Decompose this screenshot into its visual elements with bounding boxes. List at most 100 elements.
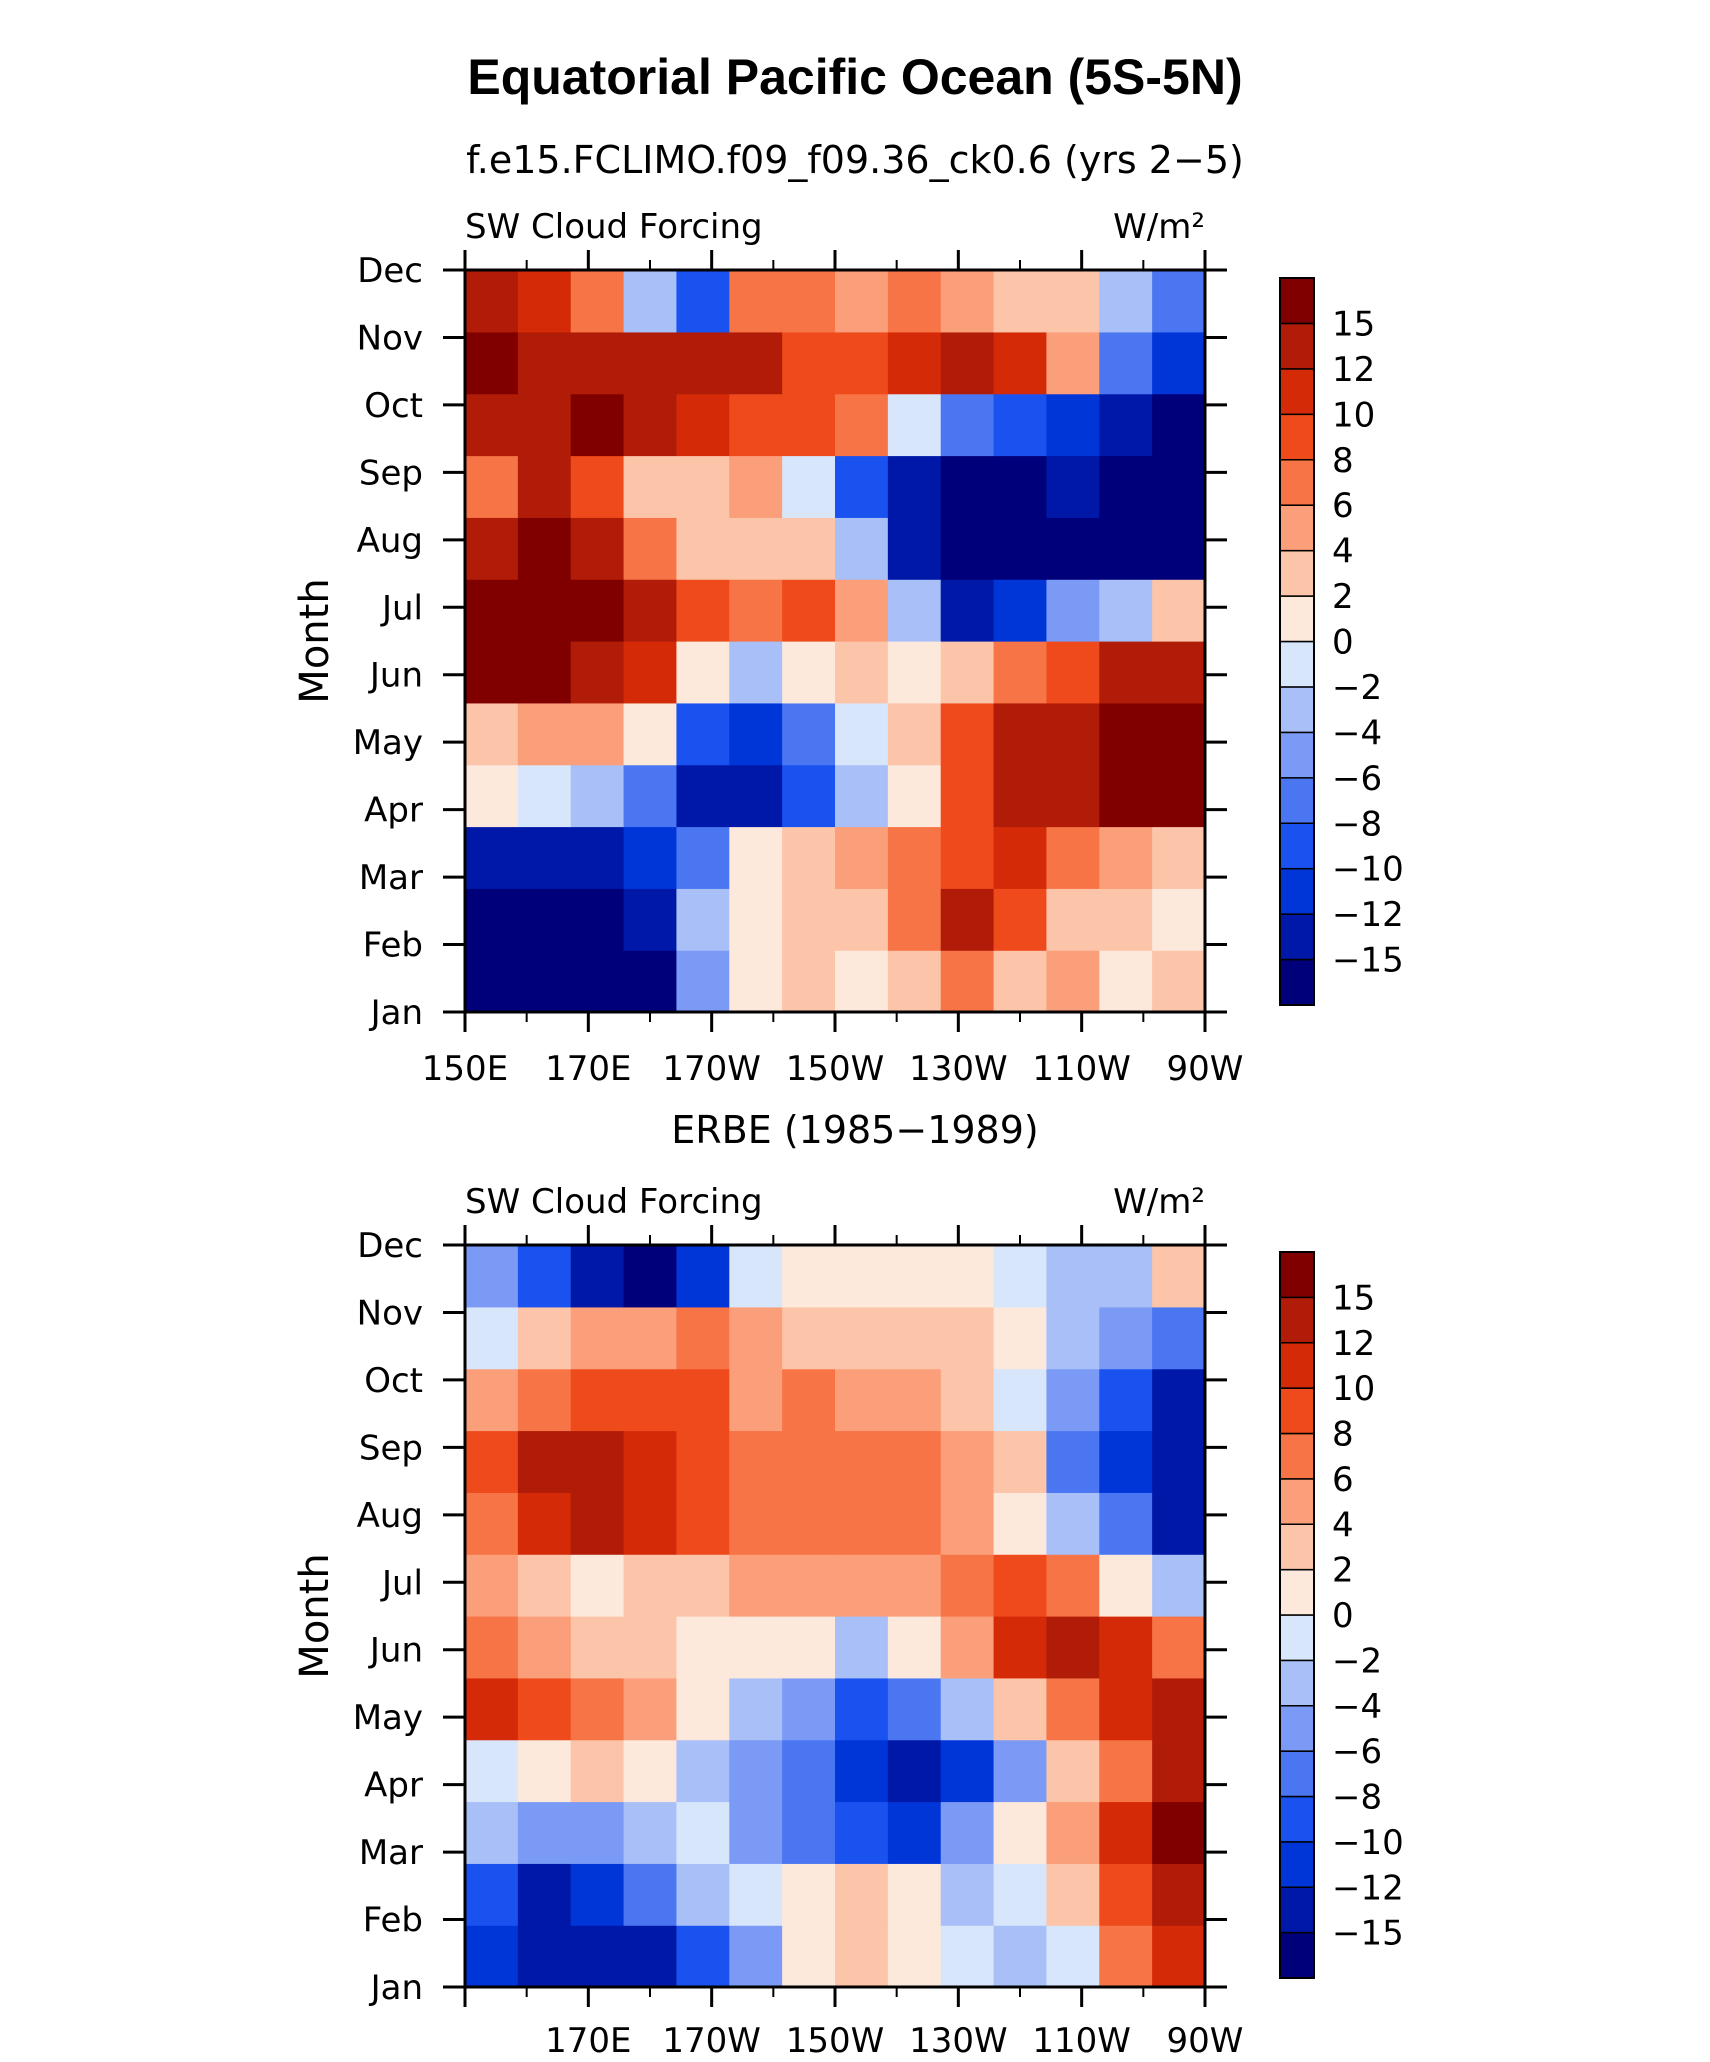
heatmap-cell xyxy=(465,1245,519,1308)
heatmap-cell xyxy=(940,1616,995,1679)
heatmap-cell xyxy=(729,641,783,704)
colorbar-label: −2 xyxy=(1332,1641,1382,1681)
heatmap-cell xyxy=(1099,888,1153,951)
heatmap-cell xyxy=(676,1801,730,1864)
x-tick-label: 130W xyxy=(909,1049,1008,1089)
heatmap-cell xyxy=(782,826,836,889)
heatmap-cell xyxy=(465,826,519,889)
heatmap-cell xyxy=(676,1616,730,1679)
colorbar-box xyxy=(1279,731,1315,779)
heatmap-cell xyxy=(887,702,942,766)
heatmap-cell xyxy=(940,764,995,828)
heatmap-cell xyxy=(729,1739,783,1803)
heatmap-cell xyxy=(1046,455,1100,518)
heatmap-cell xyxy=(623,950,678,1013)
heatmap-cell xyxy=(782,331,836,395)
heatmap-cell xyxy=(782,1739,836,1803)
heatmap-cell xyxy=(1099,950,1153,1013)
heatmap-cell xyxy=(570,1368,625,1432)
heatmap-cell xyxy=(1099,1739,1153,1803)
heatmap-cell xyxy=(623,888,678,951)
heatmap-cell xyxy=(1152,888,1206,951)
heatmap-cell xyxy=(940,1863,995,1926)
colorbar-box xyxy=(1279,1432,1315,1480)
colorbar-label: −6 xyxy=(1332,1732,1382,1772)
y-tick-label: Aug xyxy=(357,521,423,561)
colorbar-box xyxy=(1279,1931,1315,1979)
heatmap-cell xyxy=(993,1245,1048,1308)
panel-title-top: f.e15.FCLIMO.f09_f09.36_ck0.6 (yrs 2−5) xyxy=(466,138,1244,182)
heatmap-cell xyxy=(465,1430,519,1493)
heatmap-cell xyxy=(940,517,995,580)
heatmap-cell xyxy=(465,1925,519,1988)
heatmap-cell xyxy=(623,1306,678,1370)
heatmap-cell xyxy=(465,1801,519,1864)
heatmap-cell xyxy=(517,517,572,580)
heatmap-cell xyxy=(517,826,572,889)
heatmap-cell xyxy=(676,1925,730,1988)
heatmap-cell xyxy=(940,331,995,395)
heatmap-cell xyxy=(517,1554,572,1617)
heatmap-cell xyxy=(887,764,942,828)
heatmap-cell xyxy=(835,1306,889,1370)
heatmap-cell xyxy=(1099,1368,1153,1432)
panel-left-label: SW Cloud Forcing xyxy=(465,207,763,247)
heatmap-cell xyxy=(1152,1306,1206,1370)
heatmap-cell xyxy=(887,1368,942,1432)
heatmap-cell xyxy=(517,950,572,1013)
colorbar-label: −15 xyxy=(1332,1914,1404,1954)
heatmap-cell xyxy=(729,950,783,1013)
heatmap-cell xyxy=(1099,826,1153,889)
heatmap-cell xyxy=(465,579,519,642)
x-tick-label: 110W xyxy=(1032,2021,1131,2061)
colorbar-label: 8 xyxy=(1332,441,1354,481)
heatmap-cell xyxy=(465,1739,519,1803)
heatmap-cell xyxy=(676,270,730,333)
heatmap-cell xyxy=(1046,1739,1100,1803)
heatmap-cell xyxy=(465,517,519,580)
heatmap-cell xyxy=(676,1863,730,1926)
heatmap-cell xyxy=(940,1430,995,1493)
heatmap-cell xyxy=(993,1616,1048,1679)
heatmap-cell xyxy=(676,764,730,828)
heatmap-cell xyxy=(993,517,1048,580)
colorbar-box xyxy=(1279,1523,1315,1571)
heatmap-cell xyxy=(887,950,942,1013)
y-tick-label: Mar xyxy=(359,858,423,898)
heatmap-cell xyxy=(835,950,889,1013)
heatmap-cell xyxy=(465,393,519,457)
heatmap-cell xyxy=(887,1616,942,1679)
heatmap-cell xyxy=(835,702,889,766)
heatmap-cell xyxy=(623,270,678,333)
heatmap-cell xyxy=(1152,764,1206,828)
heatmap-cell xyxy=(517,1368,572,1432)
heatmap-cell xyxy=(887,1863,942,1926)
heatmap-cell xyxy=(729,455,783,518)
heatmap-cell xyxy=(729,1925,783,1988)
heatmap-cell xyxy=(993,1801,1048,1864)
x-tick-label: 150W xyxy=(786,1049,885,1089)
y-tick-label: Jun xyxy=(368,656,423,696)
colorbar-label: 2 xyxy=(1332,577,1354,617)
heatmap-cell xyxy=(993,331,1048,395)
panel-units-label: W/m² xyxy=(1113,207,1205,247)
heatmap-cell xyxy=(623,1801,678,1864)
heatmap-cell xyxy=(835,1801,889,1864)
heatmap-cell xyxy=(623,1245,678,1308)
heatmap-cell xyxy=(1099,517,1153,580)
heatmap-cell xyxy=(1046,641,1100,704)
heatmap-cell xyxy=(1046,764,1100,828)
heatmap-cell xyxy=(570,1616,625,1679)
heatmap-cell xyxy=(729,1677,783,1741)
heatmap-cell xyxy=(887,1245,942,1308)
heatmap-cell xyxy=(623,579,678,642)
heatmap-cell xyxy=(1046,1616,1100,1679)
heatmap-cell xyxy=(782,641,836,704)
colorbar-label: −6 xyxy=(1332,759,1382,799)
y-tick-label: Feb xyxy=(363,926,423,966)
heatmap-cell xyxy=(1152,1925,1206,1988)
y-tick-label: Jan xyxy=(369,993,423,1033)
heatmap-cell xyxy=(1046,1368,1100,1432)
heatmap-cell xyxy=(993,826,1048,889)
heatmap-cell xyxy=(517,393,572,457)
